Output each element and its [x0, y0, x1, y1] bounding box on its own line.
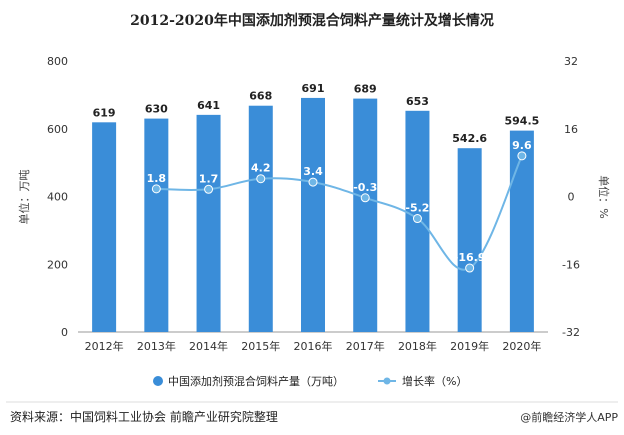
y-axis-left: 单位：万吨 0 200 400 600 800	[17, 55, 68, 339]
y-right-tick-label: 0	[568, 191, 575, 204]
rate-value-label: -0.3	[353, 181, 377, 194]
bar	[248, 105, 273, 332]
watermark: @前瞻经济学人APP	[520, 410, 618, 424]
rate-point	[308, 177, 318, 187]
y-right-tick-label: -16	[562, 258, 580, 271]
y-axis-right: 单位：% -32 -16 0 16 32	[562, 55, 611, 339]
bar	[196, 114, 221, 332]
legend-line-label: 增长率（%）	[402, 374, 467, 388]
x-tick-label: 2012年	[85, 339, 124, 353]
rate-point	[465, 263, 475, 273]
rate-value-label: 9.6	[512, 139, 532, 152]
bar-value-label: 653	[406, 95, 429, 108]
bar-value-label: 594.5	[504, 115, 539, 128]
bar	[92, 122, 117, 332]
chart-title: 2012-2020年中国添加剂预混合饲料产量统计及增长情况	[130, 12, 494, 29]
rate-value-label: 3.4	[303, 165, 323, 178]
y-right-tick-label: -32	[562, 326, 580, 339]
x-tick-label: 2015年	[241, 339, 280, 353]
y-right-tick-label: 16	[564, 123, 578, 136]
y-right-tick-label: 32	[564, 55, 578, 68]
rate-value-label: -16.9	[454, 251, 486, 264]
y-left-tick-label: 400	[47, 191, 68, 204]
rate-point	[412, 214, 422, 224]
bar	[509, 130, 534, 332]
legend: 中国添加剂预混合饲料产量（万吨） 增长率（%）	[153, 374, 467, 388]
x-tick-label: 2016年	[294, 339, 333, 353]
rate-point	[204, 184, 214, 194]
legend-bar-marker	[153, 376, 163, 386]
rate-point	[517, 151, 527, 161]
y-axis-right-title: 单位：%	[597, 175, 611, 218]
legend-bar-label: 中国添加剂预混合饲料产量（万吨）	[168, 374, 344, 388]
y-left-tick-label: 800	[47, 55, 68, 68]
rate-point	[151, 184, 161, 194]
x-tick-label: 2020年	[502, 339, 541, 353]
y-left-tick-label: 600	[47, 123, 68, 136]
bar-value-label: 668	[249, 90, 272, 103]
bar	[144, 118, 169, 333]
rate-value-label: -5.2	[405, 202, 429, 215]
y-left-tick-label: 200	[47, 258, 68, 271]
rate-point	[256, 174, 266, 184]
x-tick-label: 2014年	[189, 339, 228, 353]
x-tick-label: 2017年	[346, 339, 385, 353]
bar-value-label: 619	[93, 106, 116, 119]
bar	[301, 97, 325, 332]
bar	[353, 98, 378, 332]
source-note: 资料来源：中国饲料工业协会 前瞻产业研究院整理	[10, 409, 278, 424]
bar-value-label: 630	[145, 103, 168, 116]
bar-value-label: 691	[302, 82, 325, 95]
x-tick-label: 2019年	[450, 339, 489, 353]
bar-value-label: 689	[354, 83, 377, 96]
x-tick-label: 2018年	[398, 339, 437, 353]
y-left-tick-label: 0	[61, 326, 68, 339]
rate-point	[360, 193, 370, 203]
y-axis-left-title: 单位：万吨	[17, 170, 31, 225]
bar	[457, 148, 482, 332]
bar-value-label: 641	[197, 99, 220, 112]
bar-value-label: 542.6	[452, 132, 487, 145]
x-tick-label: 2013年	[137, 339, 176, 353]
legend-line-point	[383, 377, 391, 385]
rate-value-label: 1.7	[199, 172, 219, 185]
rate-value-label: 4.2	[251, 162, 271, 175]
rate-value-label: 1.8	[147, 172, 167, 185]
